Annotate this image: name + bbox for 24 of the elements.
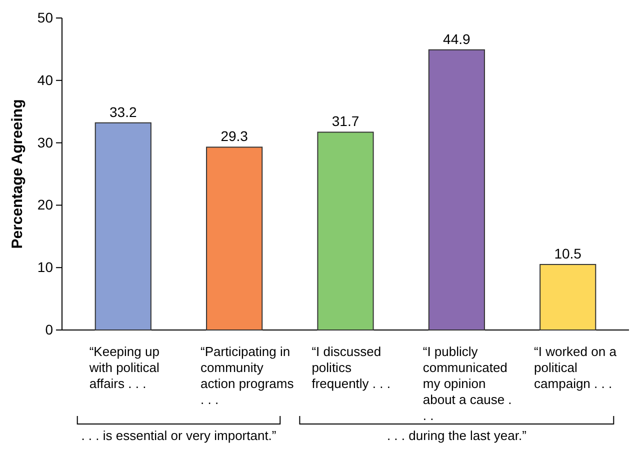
x-tick-label: “Participating in community action programs . . . <box>200 344 294 407</box>
y-tick-label: 20 <box>37 196 54 213</box>
y-axis-title: Percentage Agreeing <box>9 99 26 249</box>
bar <box>540 264 596 330</box>
data-label: 33.2 <box>110 104 137 120</box>
y-tick-label: 30 <box>37 134 54 150</box>
y-tick-label: 10 <box>37 259 54 276</box>
text: . . . is essential or very important.” <box>81 428 276 443</box>
y-tick-label: 40 <box>37 72 54 88</box>
x-tick-label: “I publicly communicated my opinion about a cause . . . <box>422 344 512 423</box>
bar <box>428 49 485 330</box>
text: . . . during the last year.” <box>386 428 526 443</box>
y-tick-label: 0 <box>45 321 54 338</box>
bar <box>206 146 263 330</box>
data-label: 10.5 <box>554 245 582 262</box>
data-label: 31.7 <box>332 113 360 130</box>
bar <box>94 122 152 330</box>
data-label: 29.3 <box>220 128 248 144</box>
y-tick-label: 50 <box>37 9 54 26</box>
x-tick-label: “Keeping up with political affairs . . . <box>88 344 160 391</box>
bar <box>317 132 374 330</box>
x-tick-label: “I worked on a political campaign . . . <box>534 344 618 391</box>
data-label: 44.9 <box>443 30 471 47</box>
x-tick-label: “I discussed politics frequently . . . <box>312 344 390 391</box>
